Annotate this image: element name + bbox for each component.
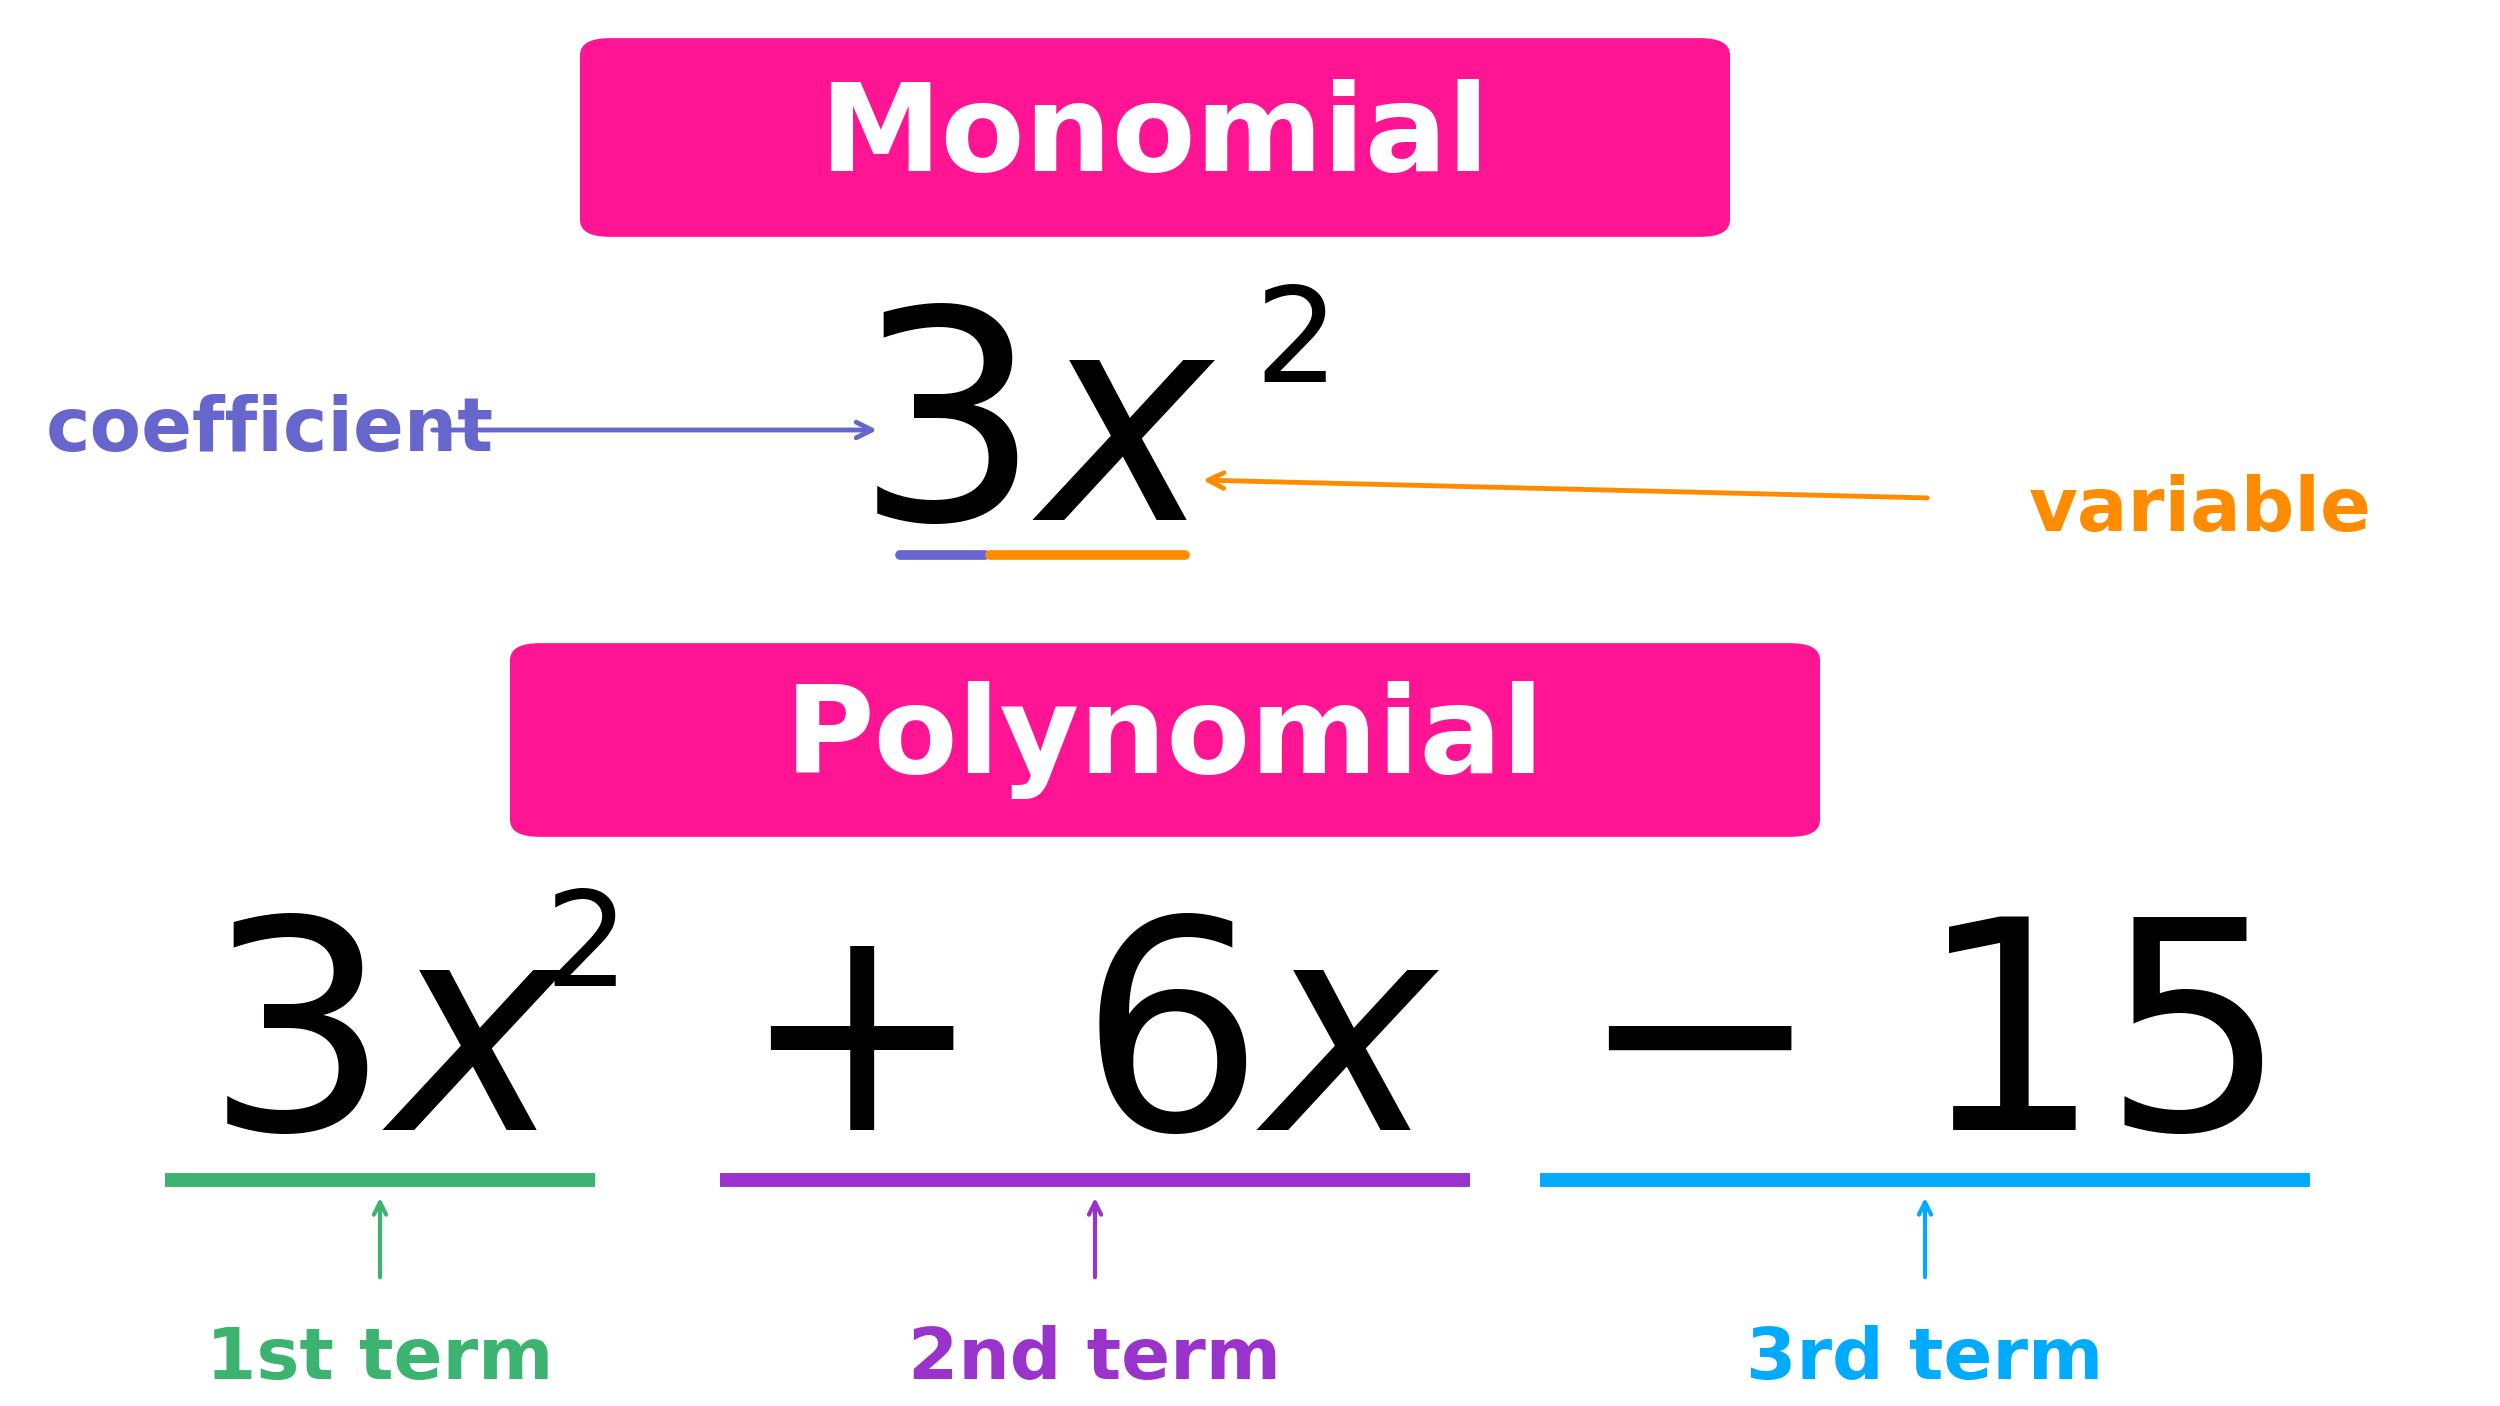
Text: Monomial: Monomial bbox=[820, 79, 1490, 195]
Text: Polynomial: Polynomial bbox=[785, 681, 1545, 799]
FancyBboxPatch shape bbox=[580, 38, 1730, 236]
Text: coefficient: coefficient bbox=[45, 394, 495, 467]
Text: 3rd term: 3rd term bbox=[1748, 1324, 2102, 1393]
FancyBboxPatch shape bbox=[510, 643, 1820, 837]
Text: variable: variable bbox=[2028, 474, 2372, 547]
Text: $+ \ 6x$: $+ \ 6x$ bbox=[740, 908, 1440, 1191]
Text: $3x$: $3x$ bbox=[853, 298, 1218, 582]
Text: 1st term: 1st term bbox=[208, 1324, 552, 1393]
Text: $-\ 15$: $-\ 15$ bbox=[1578, 908, 2262, 1191]
Text: 2nd term: 2nd term bbox=[908, 1324, 1282, 1393]
Text: $2$: $2$ bbox=[542, 887, 618, 1014]
Text: $2$: $2$ bbox=[1252, 281, 1328, 409]
Text: $3x$: $3x$ bbox=[202, 908, 568, 1191]
